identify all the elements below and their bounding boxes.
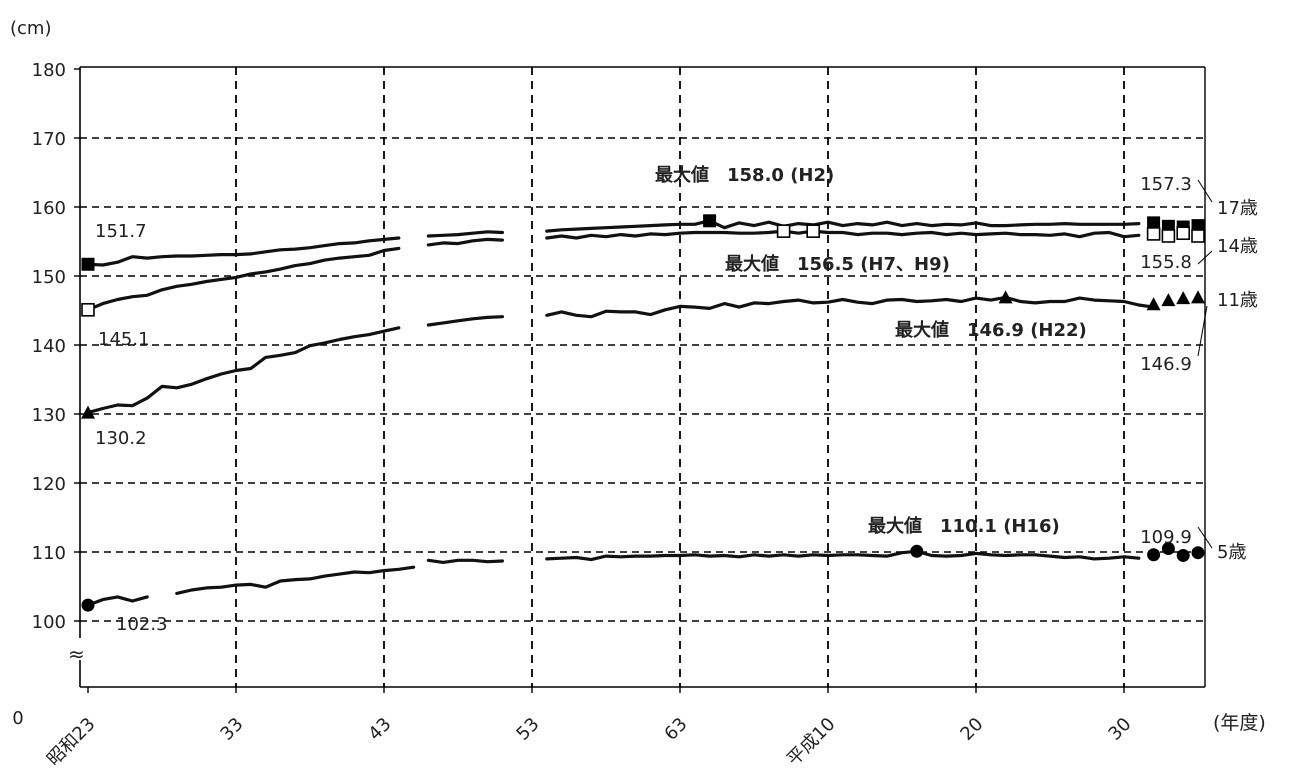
y-tick-label: 130 [32,405,66,426]
x-tick-label: 43 [364,714,395,745]
leader-line [1197,179,1213,203]
series-line-2 [426,315,504,327]
y-axis-zero-label: 0 [12,708,23,729]
axis-break-symbol: ≈ [68,642,85,666]
x-tick-label: 平成10 [783,714,840,767]
series-marker-1 [1176,226,1190,241]
y-tick-label: 160 [32,198,66,219]
series-marker-3 [81,598,95,612]
first-value-label: 130.2 [95,428,147,449]
leader-line [1197,305,1208,357]
x-tick-label: 30 [1104,714,1135,745]
y-tick-label: 150 [32,267,66,288]
series-layer [81,214,1205,612]
y-tick-label: 170 [32,129,66,150]
series-marker-2 [998,290,1013,304]
y-tick-label: 120 [32,474,66,495]
max-value-label: 最大値 110.1 (H16) [868,515,1060,537]
leader-line [1197,526,1213,549]
axis-layer: 100 110 120 130 140 150 160 170 180 昭和23 33 43 53 63 平… [10,18,1266,770]
series-line-3 [426,558,504,565]
series-marker-3 [1191,546,1205,560]
series-marker-0 [1191,219,1205,233]
y-axis-unit: (cm) [10,18,51,39]
series-marker-3 [910,544,924,558]
max-value-label: 最大値 146.9 (H22) [895,319,1087,341]
series-marker-3 [1161,542,1175,556]
series-marker-2 [1176,291,1191,305]
max-value-label: 最大値 158.0 (H2) [655,164,834,186]
series-name-label: 17歳 [1217,198,1258,219]
series-marker-2 [1191,290,1205,304]
series-marker-0 [81,257,95,271]
series-line-0 [545,219,1141,233]
series-marker-2 [1161,293,1176,307]
series-line-0 [426,230,504,238]
series-line-1 [86,246,401,312]
series-line-2 [545,295,1141,319]
x-tick-label: 63 [660,714,691,745]
series-marker-0 [703,214,717,228]
label-layer: 151.7 157.3 最大値 158.0 (H2) 17歳 145.1 155.8 最大値… [95,164,1258,635]
series-marker-1 [806,224,821,238]
series-marker-2 [1146,297,1161,311]
first-value-label: 151.7 [95,221,147,242]
series-name-label: 5歳 [1217,542,1246,563]
series-line-1 [426,237,504,247]
series-line-0 [86,236,401,267]
y-tick-label: 110 [32,543,66,564]
last-value-label: 157.3 [1140,174,1192,195]
last-value-label: 155.8 [1140,252,1192,273]
last-value-label: 109.9 [1140,527,1192,548]
series-marker-2 [81,405,95,419]
series-line-3 [175,565,416,596]
series-marker-0 [1147,216,1161,230]
series-line-2 [86,326,401,415]
series-marker-1 [1146,227,1161,241]
series-line-3 [545,549,1141,562]
series-marker-3 [1176,548,1190,562]
x-tick-label: 20 [956,714,987,745]
series-marker-1 [1191,229,1205,243]
series-name-label: 14歳 [1217,236,1258,257]
series-marker-3 [1147,548,1161,562]
leader-line [1197,250,1213,265]
x-tick-label: 昭和23 [43,714,100,767]
x-tick-label: 33 [216,714,247,745]
first-value-label: 102.3 [116,614,168,635]
axis-break-gap [71,638,89,660]
series-name-label: 11歳 [1217,290,1258,311]
x-axis-unit: (年度) [1213,712,1266,734]
series-marker-1 [81,303,95,317]
y-tick-label: 180 [32,60,66,81]
series-line-1 [545,229,1141,240]
y-tick-label: 140 [32,336,66,357]
series-marker-1 [776,224,791,238]
grid-layer [80,67,1205,687]
max-value-label: 最大値 156.5 (H7、H9) [725,253,950,275]
x-tick-label: 53 [512,714,543,745]
series-line-3 [86,595,149,607]
last-value-label: 146.9 [1140,354,1192,375]
first-value-label: 145.1 [98,329,150,350]
series-marker-1 [1161,229,1176,243]
y-tick-label: 100 [32,612,66,633]
